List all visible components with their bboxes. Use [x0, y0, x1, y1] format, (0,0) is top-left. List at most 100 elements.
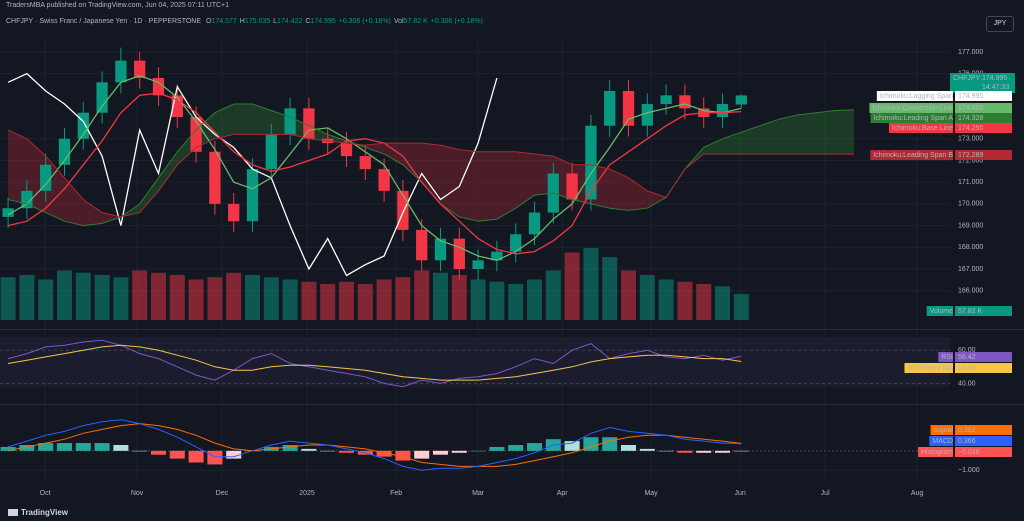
x-tick-label: Jul [821, 490, 830, 497]
candle-body [134, 60, 146, 78]
cloud-segment [8, 130, 27, 204]
label-value-box [955, 306, 1012, 316]
histogram-bar [94, 443, 110, 451]
stat-name: H [239, 18, 245, 25]
x-tick-label: Apr [557, 490, 569, 497]
histogram-bar [188, 450, 204, 463]
candle-body [246, 169, 259, 222]
label-name: Histogram [921, 449, 953, 456]
volume-bar [320, 284, 336, 320]
cloud-segment [496, 151, 516, 220]
histogram-bar [432, 450, 449, 455]
label-name-box [929, 436, 953, 446]
y-tick-label: 169.000 [958, 222, 983, 229]
pane-separator [0, 329, 1024, 330]
volume-bar [696, 284, 712, 320]
volume-bar [714, 286, 731, 320]
candle-body [660, 95, 672, 105]
label-name-box [888, 123, 953, 133]
volume-bar [639, 275, 655, 320]
volume-bar [150, 272, 167, 320]
candle-body [58, 138, 71, 165]
candle-body [397, 190, 409, 230]
indicator-line [7, 92, 742, 255]
label-name: Ichimoku:Leading Span B [873, 152, 953, 159]
volume-bar [733, 293, 749, 320]
y-tick-label: 167.000 [958, 266, 983, 273]
label-value: 174.995 [958, 93, 983, 100]
x-tick-label: May [644, 490, 658, 497]
histogram-bar [658, 450, 674, 452]
label-value-box [955, 103, 1012, 113]
volume-name: Vol [393, 18, 404, 25]
histogram-bar [169, 450, 185, 459]
label-value: −0.016 [958, 449, 980, 456]
volume-value: 57.82 K [403, 18, 428, 25]
stat-value: 174.577 [211, 18, 237, 25]
x-tick-label: Mar [472, 490, 485, 497]
cloud-segment [741, 125, 761, 154]
stat-name: C [305, 18, 311, 25]
candle-body [21, 190, 33, 209]
candle-body [284, 108, 296, 135]
cloud-segment [102, 212, 121, 224]
label-name-box [930, 425, 953, 435]
cloud-segment [139, 177, 159, 213]
y-tick-label: 166.000 [958, 288, 983, 295]
volume-bar [263, 277, 279, 320]
label-name-box [938, 352, 953, 362]
stat-value: 174.995 [310, 18, 336, 25]
candle-body [510, 234, 522, 252]
cloud-segment [797, 112, 817, 154]
candle-body [77, 112, 89, 139]
histogram-bar [489, 446, 505, 451]
histogram-bar [38, 443, 54, 451]
volume-bar [301, 281, 317, 320]
volume-change: +0.306 (+0.18%) [430, 18, 483, 25]
label-name-box [870, 150, 953, 160]
histogram-bar [602, 437, 618, 451]
histogram-bar [113, 445, 129, 451]
stat-name: L [273, 18, 278, 25]
stat-name: O [206, 18, 212, 25]
label-name: Ichimoku:Base Line [892, 125, 953, 132]
cloud-segment [158, 151, 178, 191]
symbol-title: CHFJPY · Swiss Franc / Japanese Yen · 1D… [6, 18, 202, 25]
label-name: Signal [934, 427, 954, 434]
label-value-box [955, 363, 1012, 373]
label-value-box [955, 150, 1012, 160]
label-value: 174.400 [958, 105, 983, 112]
candle-body [528, 212, 541, 235]
indicator-line [7, 72, 498, 277]
histogram-bar [282, 445, 298, 451]
label-value: 174.250 [958, 125, 983, 132]
indicator-line [7, 339, 742, 388]
y-tick-label: 171.000 [958, 179, 983, 186]
cloud-segment [816, 110, 836, 154]
candle-body [303, 108, 315, 139]
currency-button[interactable]: JPY [986, 16, 1014, 32]
volume-bar [207, 277, 223, 320]
price-label-name: CHFJPY [953, 75, 981, 82]
label-value: 172.289 [958, 152, 983, 159]
candle-body [340, 143, 353, 157]
logo-mark [8, 509, 18, 517]
y-tick-label: 168.000 [958, 244, 983, 251]
label-value-box [955, 123, 1012, 133]
y-tick-label: 60.00 [958, 347, 976, 354]
volume-bar [75, 272, 91, 320]
cloud-segment [252, 104, 272, 135]
label-name: Ichimoku:Conversion Line [872, 105, 953, 112]
indicator-line [8, 344, 742, 381]
volume-bar [602, 257, 618, 320]
cloud-segment [760, 119, 779, 154]
y-tick-label: 172.000 [958, 157, 983, 164]
candle-body [716, 104, 729, 118]
histogram-bar [56, 443, 73, 451]
label-name-box [876, 91, 953, 101]
x-tick-label: Nov [131, 490, 144, 497]
indicator-line [7, 75, 742, 261]
histogram-bar [714, 450, 731, 453]
histogram-bar [207, 450, 223, 465]
